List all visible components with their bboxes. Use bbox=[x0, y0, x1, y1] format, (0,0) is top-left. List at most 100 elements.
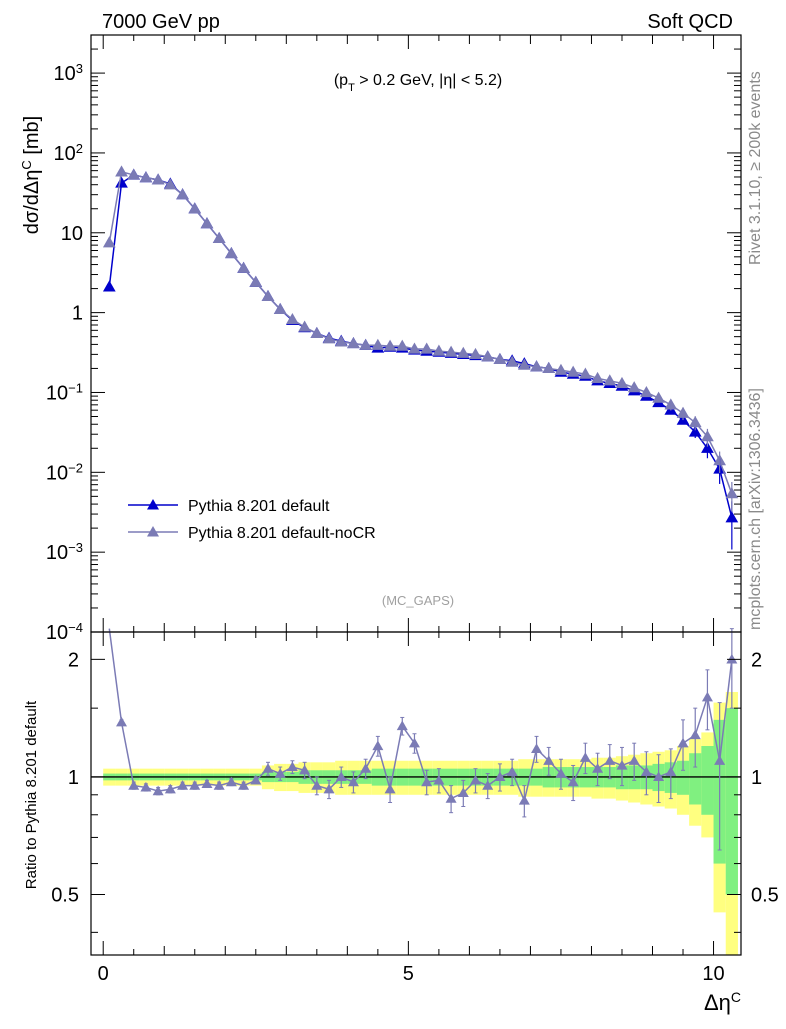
data-point bbox=[225, 247, 238, 259]
main-frame bbox=[90, 34, 742, 633]
series-nocr bbox=[102, 165, 739, 499]
main-ytick-label: 10−2 bbox=[46, 460, 83, 485]
data-point bbox=[298, 320, 311, 332]
data-point bbox=[383, 339, 397, 351]
data-point bbox=[567, 776, 579, 787]
data-point bbox=[140, 781, 152, 792]
ratio-ytick-label: 0.5 bbox=[751, 885, 779, 907]
data-point bbox=[335, 771, 347, 782]
xtick-label: 10 bbox=[702, 963, 724, 985]
data-point bbox=[665, 766, 677, 777]
data-point bbox=[311, 780, 323, 790]
data-point bbox=[444, 345, 458, 357]
data-point bbox=[579, 367, 592, 379]
side-label-rivet: Rivet 3.1.10, ≥ 200k events bbox=[747, 71, 764, 265]
band-green bbox=[689, 753, 702, 805]
ratio-plot: 0.5 0.5 1 1 2 2 0 5 10 bbox=[51, 628, 779, 985]
data-point bbox=[555, 768, 567, 778]
data-point bbox=[115, 176, 128, 188]
header-left: 7000 GeV pp bbox=[102, 11, 220, 33]
data-point bbox=[396, 720, 408, 731]
data-point bbox=[273, 302, 287, 314]
data-point bbox=[189, 780, 201, 790]
data-point bbox=[530, 360, 543, 372]
band-green bbox=[701, 746, 714, 815]
data-point bbox=[261, 289, 275, 301]
data-point bbox=[152, 785, 164, 796]
x-axis-label: ΔηC bbox=[704, 989, 741, 1015]
data-point bbox=[701, 691, 713, 702]
main-ytick-label: 102 bbox=[54, 140, 83, 165]
data-point bbox=[128, 780, 140, 790]
data-point bbox=[408, 737, 420, 748]
data-point bbox=[151, 173, 165, 185]
band-green bbox=[725, 708, 738, 895]
data-point bbox=[726, 653, 738, 664]
data-point bbox=[469, 347, 482, 359]
xtick-label: 5 bbox=[403, 963, 414, 985]
ratio-ytick-label: 1 bbox=[68, 767, 79, 789]
data-point bbox=[201, 778, 213, 788]
data-point bbox=[604, 755, 616, 765]
series-line bbox=[108, 170, 733, 494]
side-label-mcplots: mcplots.cern.ch [arXiv:1306.3436] bbox=[747, 388, 764, 630]
series-line bbox=[108, 628, 733, 803]
data-point bbox=[323, 783, 335, 794]
data-point bbox=[127, 168, 141, 180]
data-point bbox=[286, 761, 298, 772]
cut-annotation: (pT > 0.2 GeV, |η| < 5.2) bbox=[334, 72, 502, 94]
data-point bbox=[176, 188, 189, 200]
data-point bbox=[603, 374, 617, 386]
data-point bbox=[286, 312, 299, 325]
data-point bbox=[616, 759, 628, 770]
data-point bbox=[482, 780, 494, 790]
ratio-frame bbox=[90, 631, 742, 956]
data-point bbox=[420, 342, 434, 354]
data-point bbox=[334, 335, 348, 347]
data-point bbox=[628, 755, 640, 765]
header-right: Soft QCD bbox=[647, 11, 733, 33]
ratio-series-nocr bbox=[108, 628, 738, 851]
data-point bbox=[360, 763, 372, 773]
data-point bbox=[481, 350, 495, 362]
data-point bbox=[164, 783, 176, 794]
data-point bbox=[274, 768, 286, 778]
ratio-ytick-label: 1 bbox=[751, 767, 762, 789]
data-point bbox=[591, 371, 604, 384]
data-point bbox=[347, 776, 359, 787]
data-point bbox=[359, 338, 373, 350]
ratio-ytick-label: 2 bbox=[751, 649, 762, 671]
main-ytick-label: 10−3 bbox=[46, 540, 83, 565]
data-point bbox=[543, 755, 555, 765]
band-green bbox=[676, 760, 690, 795]
main-ytick-label: 1 bbox=[72, 303, 83, 325]
data-point bbox=[188, 202, 202, 214]
data-point bbox=[445, 793, 457, 803]
data-point bbox=[262, 763, 274, 773]
legend-label: Pythia 8.201 default-noCR bbox=[188, 525, 376, 542]
data-point bbox=[371, 338, 385, 350]
data-point bbox=[408, 342, 421, 354]
data-point bbox=[470, 774, 482, 785]
data-point bbox=[615, 376, 629, 388]
data-point bbox=[225, 776, 237, 787]
data-point bbox=[457, 787, 469, 798]
data-point bbox=[566, 365, 580, 377]
data-point bbox=[238, 780, 250, 790]
series-default bbox=[102, 168, 739, 523]
data-point bbox=[518, 795, 530, 805]
data-point bbox=[102, 280, 116, 292]
data-point bbox=[421, 776, 433, 787]
data-point bbox=[213, 780, 225, 790]
data-point bbox=[554, 363, 568, 375]
data-point bbox=[299, 764, 311, 775]
data-point bbox=[433, 774, 445, 785]
data-point bbox=[395, 339, 409, 351]
main-ytick-label: 10−1 bbox=[46, 380, 83, 405]
data-point bbox=[506, 766, 518, 777]
data-point bbox=[310, 326, 324, 338]
data-point bbox=[116, 716, 128, 727]
data-point bbox=[542, 361, 556, 374]
data-point bbox=[592, 763, 604, 773]
data-point bbox=[517, 358, 531, 370]
